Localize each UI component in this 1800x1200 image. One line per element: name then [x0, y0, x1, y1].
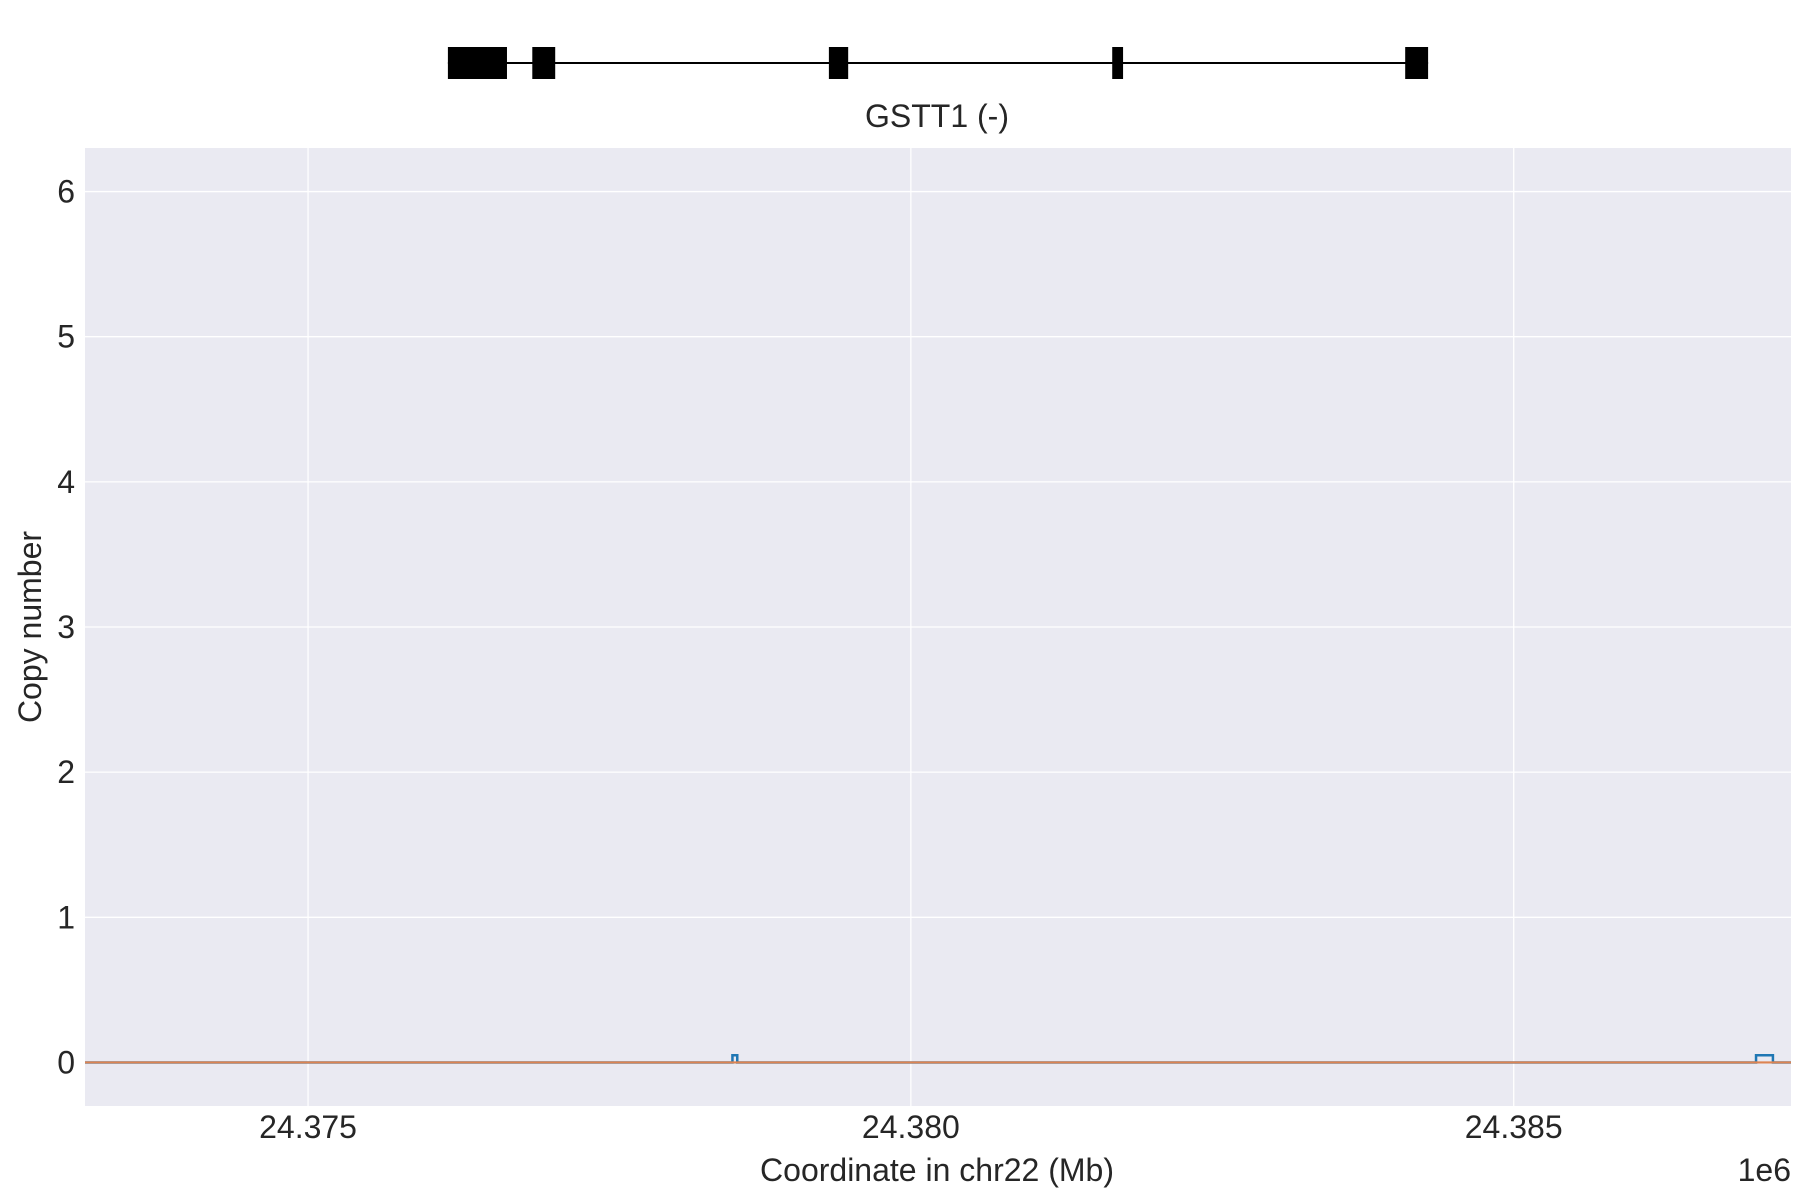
series-layer [85, 1053, 1791, 1064]
x-tick-label: 24.380 [862, 1109, 960, 1145]
x-axis-label: Coordinate in chr22 (Mb) [760, 1152, 1114, 1188]
gene-exon [447, 47, 507, 79]
gene-exon [532, 47, 556, 79]
y-tick-label: 0 [57, 1044, 75, 1080]
y-tick-label: 5 [57, 319, 75, 355]
gene-exon [1112, 47, 1124, 79]
gene-exon [828, 47, 849, 79]
y-tick-labels: 0 1 2 3 4 5 6 [57, 174, 75, 1081]
y-tick-label: 6 [57, 174, 75, 210]
y-tick-label: 1 [57, 899, 75, 935]
y-tick-label: 4 [57, 464, 75, 500]
gene-exon [1405, 47, 1429, 79]
y-tick-label: 2 [57, 754, 75, 790]
y-tick-label: 3 [57, 609, 75, 645]
x-tick-labels: 24.375 24.380 24.385 [259, 1109, 1563, 1145]
y-axis-label: Copy number [12, 531, 48, 723]
gene-label: GSTT1 (-) [865, 98, 1009, 134]
x-offset-label: 1e6 [1738, 1152, 1791, 1188]
x-tick-label: 24.375 [259, 1109, 357, 1145]
x-tick-label: 24.385 [1465, 1109, 1563, 1145]
gene-track: GSTT1 (-) [447, 47, 1429, 134]
